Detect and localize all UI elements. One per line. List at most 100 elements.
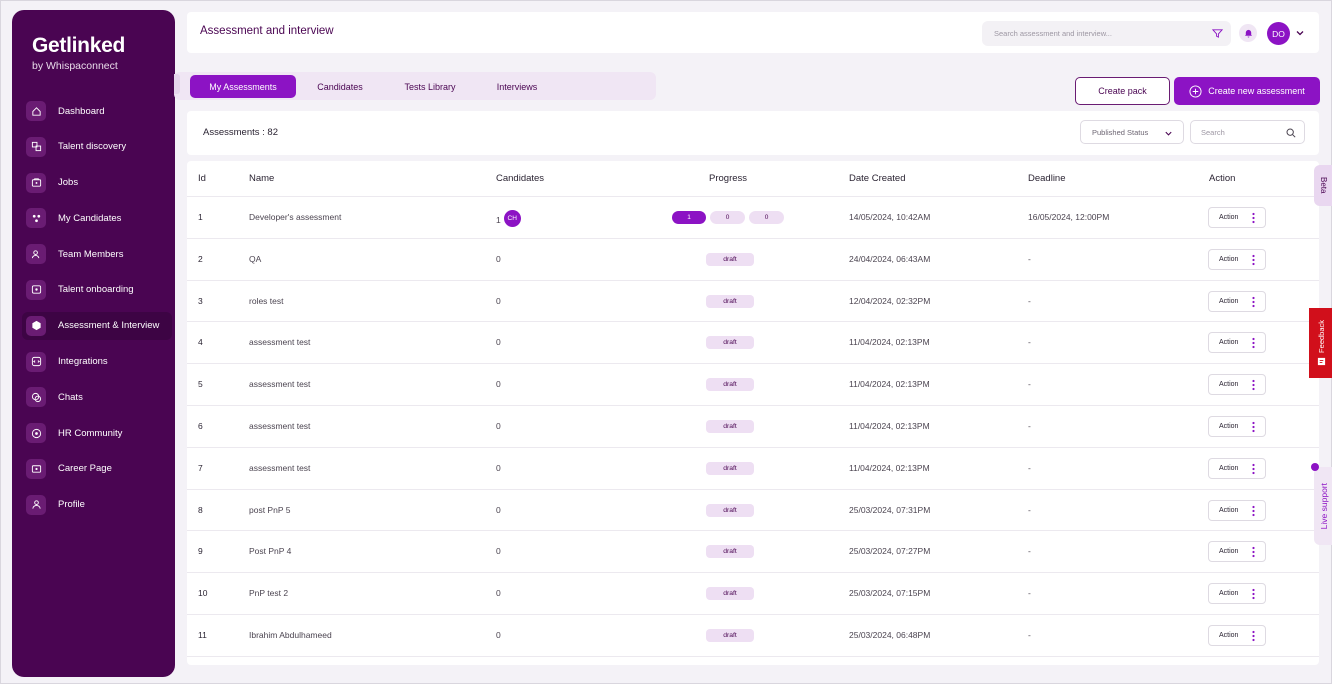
tab-interviews[interactable]: Interviews bbox=[496, 81, 538, 92]
sidebar: Getlinked by Whispaconnect Dashboard Tale… bbox=[12, 10, 175, 677]
column-header: Id bbox=[198, 173, 206, 184]
sidebar-item-integrations[interactable]: Integrations bbox=[22, 348, 172, 376]
cell-deadline: - bbox=[1028, 504, 1031, 515]
sidebar-item-talent-onboarding[interactable]: Talent onboarding bbox=[22, 276, 172, 304]
table-body: 1 Developer's assessment 1 CH 1 0 0 14/05/2024,… bbox=[187, 197, 1319, 657]
action-button[interactable]: Action bbox=[1208, 583, 1266, 605]
cell-date-created: 14/05/2024, 10:42AM bbox=[849, 212, 931, 222]
sidebar-item-team-members[interactable]: Team Members bbox=[22, 240, 172, 268]
cell-candidates: 1 CH bbox=[496, 210, 521, 229]
feedback-tab[interactable]: Feedback bbox=[1309, 308, 1332, 378]
plus-circle-icon bbox=[1189, 84, 1202, 98]
cell-deadline: - bbox=[1028, 629, 1031, 640]
action-label: Action bbox=[1219, 464, 1239, 472]
table-row[interactable]: 3 roles test 0 draft 12/04/2024, 02:32PM - Act… bbox=[187, 281, 1319, 323]
user-avatar[interactable]: DO bbox=[1267, 22, 1290, 45]
cell-name[interactable]: assessment test bbox=[249, 379, 311, 390]
cell-date-created: 11/04/2024, 02:13PM bbox=[849, 420, 930, 431]
action-button[interactable]: Action bbox=[1208, 541, 1266, 563]
action-button[interactable]: Action bbox=[1208, 207, 1266, 228]
action-button[interactable]: Action bbox=[1208, 290, 1266, 312]
sidebar-item-jobs[interactable]: Jobs bbox=[22, 169, 172, 197]
table-row[interactable]: 4 assessment test 0 draft 11/04/2024, 02:13P… bbox=[187, 322, 1319, 365]
action-button[interactable]: Action bbox=[1208, 374, 1266, 396]
cell-name[interactable]: assessment test bbox=[249, 420, 311, 431]
table-row[interactable]: 1 Developer's assessment 1 CH 1 0 0 14/05/2024,… bbox=[187, 197, 1319, 239]
header-search-input[interactable]: Search assessment and interview... bbox=[982, 21, 1231, 46]
cell-candidates: 0 bbox=[496, 379, 501, 389]
discovery-icon bbox=[26, 136, 46, 157]
cell-name[interactable]: roles test bbox=[249, 295, 284, 306]
sidebar-item-career-page[interactable]: Career Page bbox=[22, 455, 172, 483]
filter-icon[interactable] bbox=[1212, 28, 1223, 39]
search-icon[interactable] bbox=[1286, 128, 1296, 138]
table-row[interactable]: 6 assessment test 0 draft 11/04/2024, 02:13P… bbox=[187, 406, 1319, 448]
live-support-tab[interactable]: Live support bbox=[1314, 467, 1332, 545]
table-search-input[interactable]: Search bbox=[1190, 120, 1305, 144]
column-header: Name bbox=[249, 173, 275, 184]
sidebar-item-label: Career Page bbox=[58, 463, 112, 475]
sidebar-item-my-candidates[interactable]: My Candidates bbox=[22, 204, 172, 232]
tab-candidates[interactable]: Candidates bbox=[317, 81, 363, 92]
table-row[interactable]: 2 QA 0 draft 24/04/2024, 06:43AM - Action bbox=[187, 239, 1319, 281]
action-label: Action bbox=[1219, 506, 1239, 514]
brand-logo[interactable]: Getlinked by Whispaconnect bbox=[32, 34, 125, 72]
table-row[interactable]: 7 assessment test 0 draft 11/04/2024, 02:13P… bbox=[187, 448, 1319, 490]
page-title: Assessment and interview bbox=[200, 25, 334, 37]
action-button[interactable]: Action bbox=[1208, 457, 1266, 479]
tab-my-assessments[interactable]: My Assessments bbox=[190, 75, 296, 98]
cell-id: 5 bbox=[198, 379, 203, 390]
candidates-count: 0 bbox=[496, 420, 501, 431]
action-label: Action bbox=[1219, 548, 1239, 556]
sidebar-item-label: Talent discovery bbox=[58, 141, 127, 153]
candidates-count: 0 bbox=[496, 253, 501, 264]
sidebar-item-hr-community[interactable]: HR Community bbox=[22, 419, 172, 447]
cell-deadline: - bbox=[1028, 379, 1031, 390]
action-button[interactable]: Action bbox=[1208, 248, 1266, 270]
table-row[interactable]: 11 Ibrahim Abdulhameed 0 draft 25/03/2024, 0… bbox=[187, 615, 1319, 657]
published-status-select[interactable]: Published Status bbox=[1080, 120, 1184, 144]
table-row[interactable]: 10 PnP test 2 0 draft 25/03/2024, 07:15PM - Ac… bbox=[187, 573, 1319, 615]
cell-date-created: 11/04/2024, 02:13PM bbox=[849, 337, 930, 348]
progress-pill: 0 bbox=[710, 211, 745, 224]
table-row[interactable]: 5 assessment test 0 draft 11/04/2024, 02:13P… bbox=[187, 364, 1319, 406]
cell-name[interactable]: post PnP 5 bbox=[249, 504, 291, 515]
action-button[interactable]: Action bbox=[1208, 624, 1266, 646]
sidebar-item-assessment-interview[interactable]: Assessment & Interview bbox=[22, 311, 172, 340]
action-button[interactable]: Action bbox=[1208, 332, 1266, 354]
table-row[interactable]: 8 post PnP 5 0 draft 25/03/2024, 07:31PM - Act… bbox=[187, 490, 1319, 532]
cell-name[interactable]: Post PnP 4 bbox=[249, 546, 292, 557]
kebab-menu-icon bbox=[1252, 212, 1255, 224]
status-badge: draft bbox=[706, 336, 754, 350]
column-header: Date Created bbox=[849, 173, 906, 184]
cell-name[interactable]: PnP test 2 bbox=[249, 588, 289, 599]
cell-name[interactable]: Ibrahim Abdulhameed bbox=[249, 629, 332, 640]
column-header: Progress bbox=[709, 173, 748, 184]
tab-tests-library[interactable]: Tests Library bbox=[404, 81, 456, 92]
cell-candidates: 0 bbox=[496, 463, 501, 473]
sidebar-item-label: Profile bbox=[58, 499, 85, 511]
sidebar-item-dashboard[interactable]: Dashboard bbox=[22, 97, 172, 125]
sidebar-item-chats[interactable]: Chats bbox=[22, 383, 172, 411]
chevron-down-icon[interactable] bbox=[1295, 28, 1305, 38]
beta-tab[interactable]: Beta bbox=[1314, 165, 1332, 206]
action-button[interactable]: Action bbox=[1208, 415, 1266, 437]
sidebar-item-talent-discovery[interactable]: Talent discovery bbox=[22, 133, 172, 161]
cell-name[interactable]: assessment test bbox=[249, 462, 311, 473]
status-badge: draft bbox=[706, 378, 754, 392]
assessments-table: Id Name Candidates Progress Date Created… bbox=[187, 161, 1319, 665]
notification-bell-icon[interactable] bbox=[1239, 24, 1257, 42]
cell-name[interactable]: QA bbox=[249, 253, 262, 264]
cell-id: 6 bbox=[198, 420, 203, 431]
cell-candidates: 0 bbox=[496, 630, 501, 640]
create-assessment-button[interactable]: Create new assessment bbox=[1174, 77, 1320, 105]
create-pack-button[interactable]: Create pack bbox=[1075, 77, 1170, 105]
create-assessment-label: Create new assessment bbox=[1208, 86, 1305, 96]
candidate-avatar[interactable]: CH bbox=[503, 210, 521, 227]
top-header: Assessment and interview Search assessme… bbox=[187, 12, 1319, 53]
action-button[interactable]: Action bbox=[1208, 499, 1266, 521]
sidebar-item-profile[interactable]: Profile bbox=[22, 491, 172, 519]
cell-name[interactable]: Developer's assessment bbox=[249, 212, 342, 222]
table-row[interactable]: 9 Post PnP 4 0 draft 25/03/2024, 07:27PM - Act… bbox=[187, 531, 1319, 574]
cell-name[interactable]: assessment test bbox=[249, 337, 311, 348]
